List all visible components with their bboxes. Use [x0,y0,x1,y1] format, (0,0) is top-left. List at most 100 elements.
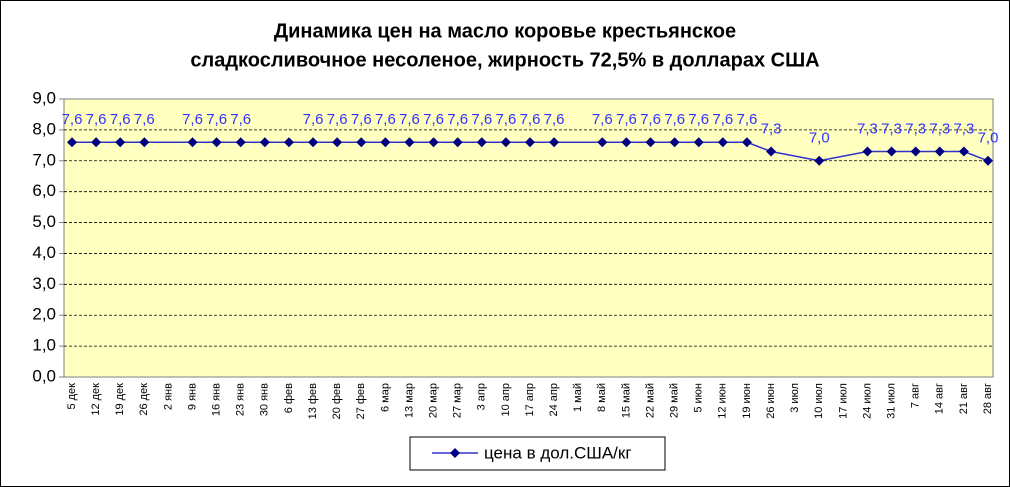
x-tick-label: 12 июн [717,383,729,419]
data-point [332,137,343,148]
y-tick-label: 6,0 [32,181,56,200]
data-point [500,137,511,148]
data-point [308,137,319,148]
chart-title: сладкосливочное несоленое, жирность 72,5… [190,49,819,71]
x-tick-label: 17 апр [524,383,536,416]
data-point [187,137,198,148]
data-label: 7,6 [351,111,372,128]
data-point [717,137,728,148]
data-label: 7,3 [905,120,926,137]
x-tick-label: 12 дек [90,383,102,416]
series-line-segment [746,141,772,153]
data-label: 7,6 [544,111,565,128]
data-label: 7,6 [375,111,396,128]
data-point [669,137,680,148]
data-label: 7,6 [688,111,709,128]
x-tick-label: 30 янв [259,383,271,416]
x-tick-label: 6 мар [379,383,391,412]
x-tick-label: 9 янв [186,383,198,410]
data-point [693,137,704,148]
x-tick-label: 20 мар [427,383,439,418]
data-label: 7,6 [86,111,107,128]
data-label: 7,3 [929,120,950,137]
data-point [91,137,102,148]
data-label: 7,6 [230,111,251,128]
data-point [67,137,77,148]
y-tick-label: 3,0 [32,274,56,293]
data-label: 7,3 [857,120,878,137]
data-label: 7,6 [423,111,444,128]
x-tick-label: 14 авг [934,383,946,414]
data-label: 7,6 [399,111,420,128]
data-point [741,137,752,148]
series-line-segment [819,150,868,162]
x-tick-label: 26 июн [765,383,777,419]
data-point [645,137,656,148]
data-label: 7,3 [761,120,782,137]
y-tick-label: 9,0 [32,88,56,107]
y-tick-label: 4,0 [32,243,56,262]
data-point [235,137,246,148]
chart-title: Динамика цен на масло коровье крестьянск… [274,20,736,42]
data-label: 7,6 [327,111,348,128]
x-tick-label: 8 май [596,383,608,412]
series-line-segment [963,150,989,162]
data-label: 7,6 [616,111,637,128]
x-tick-label: 10 апр [500,383,512,416]
x-tick-label: 21 авг [958,383,970,414]
data-label: 7,6 [712,111,733,128]
data-point [549,137,560,148]
data-label: 7,0 [809,130,830,147]
data-point [814,155,825,166]
x-tick-label: 28 авг [982,383,994,414]
x-tick-label: 2 янв [162,383,174,410]
data-label: 7,3 [881,120,902,137]
x-tick-label: 13 фев [307,383,319,419]
data-point [958,146,969,157]
data-point [862,146,873,157]
data-label: 7,6 [495,111,516,128]
data-point [597,137,608,148]
data-label: 7,6 [303,111,324,128]
y-tick-label: 8,0 [32,119,56,138]
data-label: 7,6 [182,111,203,128]
x-tick-label: 3 апр [476,383,488,410]
data-point [356,137,367,148]
data-point [259,137,270,148]
x-tick-label: 24 июл [861,383,873,419]
x-tick-label: 7 авг [910,383,922,408]
data-label: 7,6 [664,111,685,128]
x-tick-label: 3 июл [789,383,801,413]
x-tick-label: 10 июл [813,383,825,419]
data-point [452,137,463,148]
data-point [983,155,993,166]
data-label: 7,6 [471,111,492,128]
x-tick-label: 1 май [572,383,584,412]
x-tick-label: 31 июл [885,383,897,419]
y-tick-label: 2,0 [32,305,56,324]
x-tick-label: 27 мар [452,383,464,418]
data-label: 7,6 [206,111,227,128]
x-tick-label: 6 фев [283,383,295,413]
y-tick-label: 1,0 [32,336,56,355]
x-tick-label: 13 мар [403,383,415,418]
x-tick-label: 16 янв [211,383,223,416]
data-point [139,137,150,148]
x-tick-label: 23 янв [235,383,247,416]
legend-label: цена в дол.США/кг [484,443,632,462]
y-tick-label: 7,0 [32,150,56,169]
x-tick-label: 26 дек [138,383,150,416]
x-tick-label: 27 фев [355,383,367,419]
data-label: 7,6 [134,111,155,128]
x-tick-label: 17 июл [837,383,849,419]
x-tick-label: 5 дек [66,383,78,410]
data-label: 7,6 [520,111,541,128]
data-point [428,137,439,148]
x-tick-label: 19 июн [741,383,753,419]
data-point [115,137,126,148]
data-point [621,137,632,148]
legend: цена в дол.США/кг [409,436,666,471]
legend-marker [450,448,460,458]
x-tick-label: 29 май [669,383,681,418]
data-label: 7,6 [737,111,758,128]
